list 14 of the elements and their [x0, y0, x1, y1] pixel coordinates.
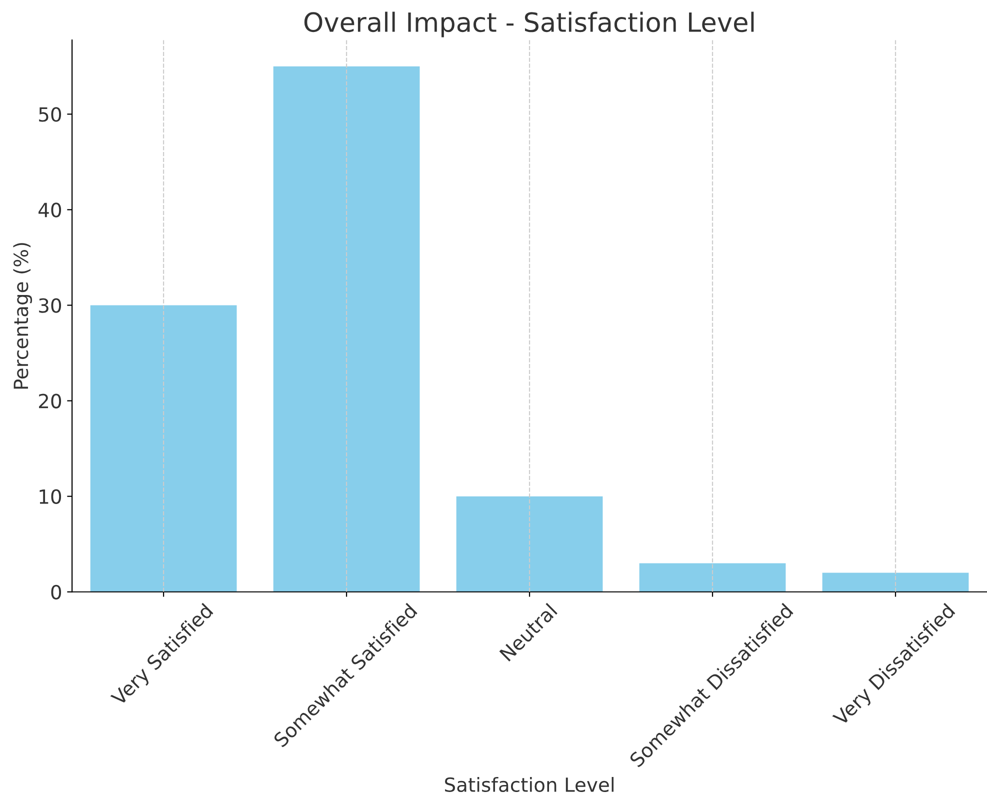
chart-title: Overall Impact - Satisfaction Level	[304, 12, 754, 38]
y-tick-label: 20	[39, 394, 62, 408]
bar	[273, 66, 420, 592]
y-tick-label: 10	[40, 489, 62, 504]
bar	[639, 563, 786, 592]
y-tick-label: 30	[39, 298, 62, 313]
bar	[90, 305, 237, 592]
x-axis-title: Satisfaction Level	[444, 776, 614, 792]
y-tick-label: 0	[51, 584, 62, 600]
y-axis-title: Percentage (%)	[13, 243, 32, 389]
y-tick-label: 40	[38, 202, 62, 218]
bar	[822, 572, 969, 592]
y-tick-label: 50	[39, 107, 62, 122]
bar	[456, 496, 603, 592]
